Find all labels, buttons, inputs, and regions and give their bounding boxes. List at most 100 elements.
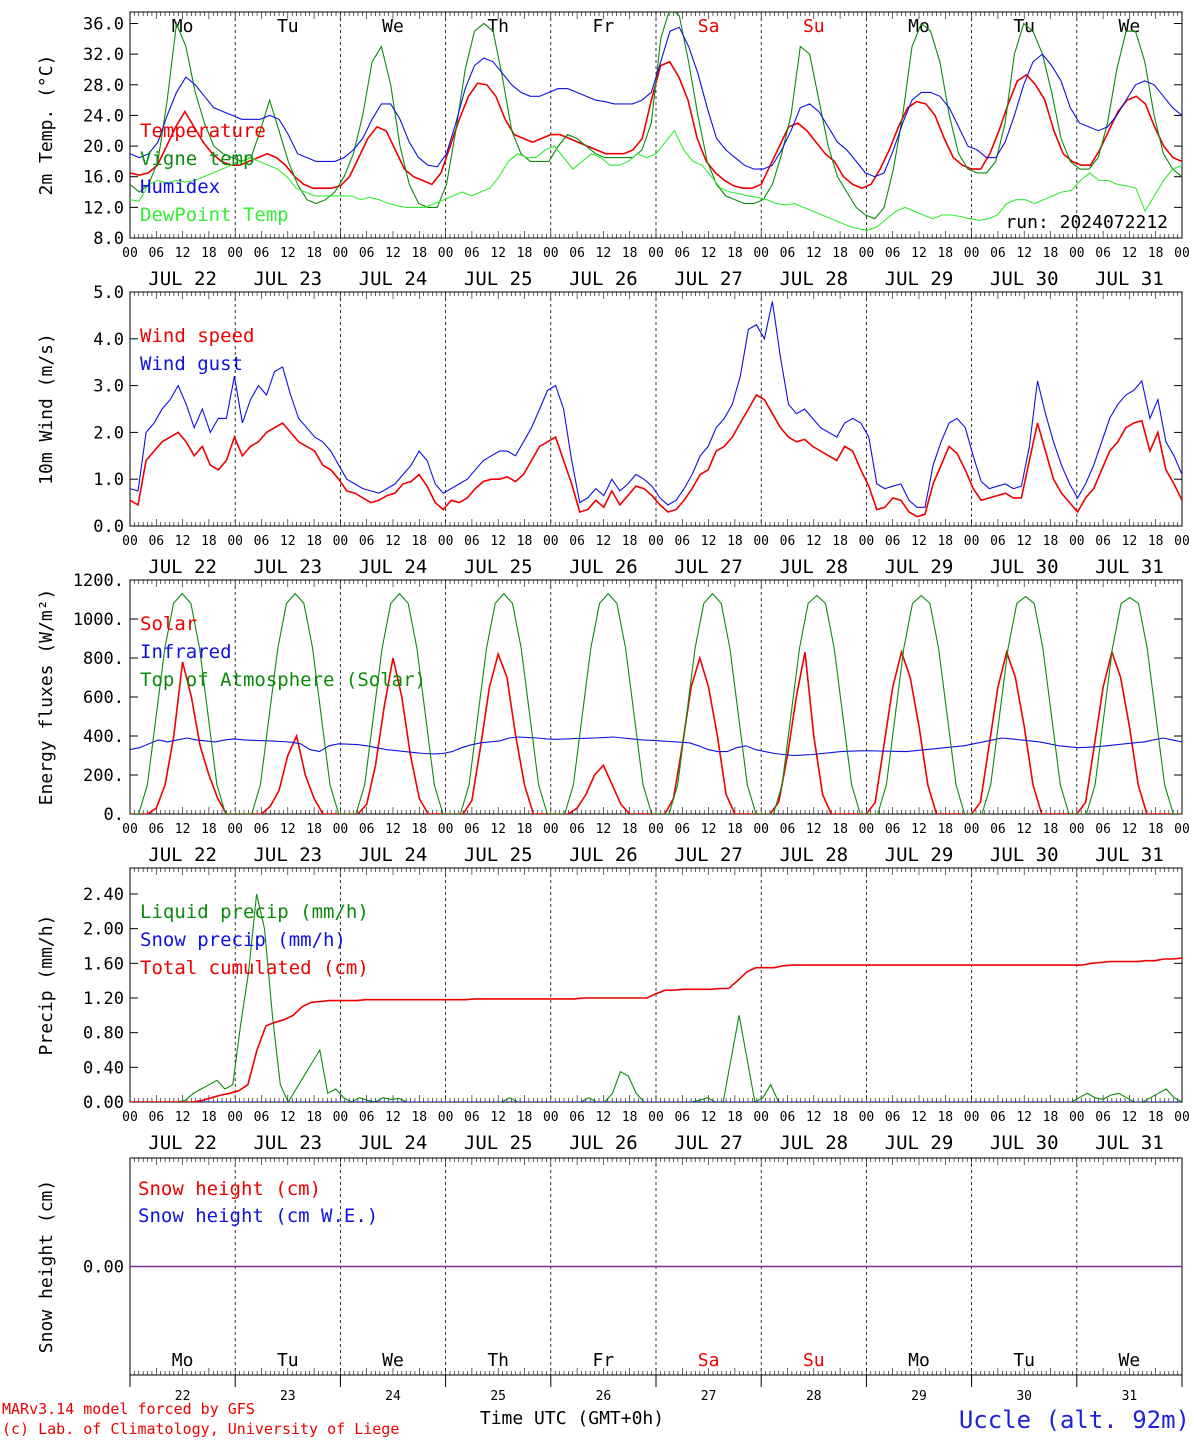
y-tick-label: 12.0 (83, 198, 124, 218)
hour-label: 18 (832, 1110, 848, 1125)
hour-label: 06 (569, 1110, 585, 1125)
hour-label: 00 (753, 534, 769, 549)
hour-label: 00 (543, 534, 559, 549)
legend-entry: Infrared (140, 641, 232, 663)
hour-label: 00 (333, 822, 349, 837)
legend-entry: Humidex (140, 176, 220, 198)
y-tick-label: 1.20 (83, 989, 124, 1009)
hour-label: 00 (438, 534, 454, 549)
hour-label: 18 (832, 246, 848, 261)
weekday-label: Tu (277, 16, 299, 37)
y-tick-label: 1000. (73, 610, 124, 630)
hour-label: 12 (701, 246, 717, 261)
day-number-label: 31 (1122, 1389, 1138, 1404)
hour-label: 06 (990, 246, 1006, 261)
hour-label: 18 (622, 246, 638, 261)
y-tick-label: 0.00 (83, 1258, 124, 1278)
hour-label: 18 (306, 534, 322, 549)
date-label: JUL 23 (253, 1132, 322, 1154)
hour-label: 12 (175, 246, 191, 261)
weekday-label: Sa (698, 16, 720, 37)
y-tick-label: 8.0 (93, 229, 124, 249)
hour-label: 06 (780, 246, 796, 261)
hour-label: 18 (1148, 822, 1164, 837)
hour-label: 00 (753, 822, 769, 837)
day-number-label: 23 (280, 1389, 296, 1404)
date-label: JUL 28 (779, 1132, 848, 1154)
series-line-blue (130, 736, 1182, 757)
date-label: JUL 28 (779, 844, 848, 866)
hour-label: 00 (648, 246, 664, 261)
panel-5: 0.00 Snow height (cm) Mo Tu We Th Fr Sa Su Mo Tu We… (36, 1157, 1183, 1404)
y-tick-label: 2.00 (83, 920, 124, 940)
y-tick-label: 0. (104, 805, 124, 825)
hour-label: 00 (438, 822, 454, 837)
hour-label: 18 (201, 534, 217, 549)
legend-entry: Solar (140, 613, 197, 635)
hour-label: 06 (569, 534, 585, 549)
date-label: JUL 26 (569, 268, 638, 290)
hour-label: 12 (911, 1110, 927, 1125)
hour-label: 12 (1122, 246, 1138, 261)
date-label: JUL 30 (990, 844, 1059, 866)
hour-label: 00 (543, 822, 559, 837)
hour-label: 00 (859, 246, 875, 261)
y-tick-label: 0.40 (83, 1058, 124, 1078)
legend-entry: DewPoint Temp (140, 204, 289, 226)
hour-label: 12 (806, 1110, 822, 1125)
hour-label: 00 (859, 534, 875, 549)
series-line-green (130, 592, 1182, 814)
hour-label: 06 (1095, 246, 1111, 261)
weekday-label: Tu (1013, 1350, 1035, 1371)
hour-label: 00 (964, 246, 980, 261)
hour-label: 00 (648, 534, 664, 549)
legend-entry: Liquid precip (mm/h) (140, 901, 369, 923)
hour-label: 00 (1069, 534, 1085, 549)
hour-label: 18 (306, 822, 322, 837)
weekday-label: Tu (1013, 16, 1035, 37)
y-tick-label: 32.0 (83, 45, 124, 65)
hour-label: 18 (201, 1110, 217, 1125)
date-label: JUL 27 (674, 844, 743, 866)
hour-label: 06 (464, 534, 480, 549)
day-number-label: 28 (806, 1389, 822, 1404)
hour-label: 06 (885, 246, 901, 261)
hour-label: 00 (438, 1110, 454, 1125)
hour-label: 12 (280, 822, 296, 837)
hour-label: 12 (490, 246, 506, 261)
hour-label: 06 (1095, 822, 1111, 837)
weekday-label: Th (487, 1350, 509, 1371)
run-label: run: 2024072212 (1005, 212, 1168, 233)
series-line-red (130, 957, 1182, 1102)
hour-label: 06 (148, 822, 164, 837)
hour-label: 06 (885, 534, 901, 549)
hour-label: 18 (411, 534, 427, 549)
date-label: JUL 30 (990, 556, 1059, 578)
hour-label: 18 (622, 534, 638, 549)
y-axis-label: 2m Temp. (°C) (36, 55, 57, 196)
hour-label: 00 (333, 246, 349, 261)
hour-label: 12 (280, 534, 296, 549)
hour-label: 12 (175, 822, 191, 837)
weekday-label: Mo (908, 1350, 930, 1371)
model-credit: MARv3.14 model forced by GFS (2, 1400, 255, 1418)
hour-label: 00 (1069, 246, 1085, 261)
legend-entry: Top of Atmosphere (Solar) (140, 669, 426, 691)
hour-label: 06 (674, 246, 690, 261)
hour-label: 18 (937, 1110, 953, 1125)
hour-label: 00 (122, 822, 138, 837)
y-tick-label: 16.0 (83, 168, 124, 188)
hour-label: 18 (832, 534, 848, 549)
weekday-label: Th (487, 16, 509, 37)
day-number-label: 30 (1016, 1389, 1032, 1404)
y-tick-label: 400. (83, 727, 124, 747)
date-label: JUL 26 (569, 844, 638, 866)
hour-label: 00 (1174, 1110, 1190, 1125)
hour-label: 18 (727, 1110, 743, 1125)
date-label: JUL 31 (1095, 556, 1164, 578)
hour-label: 18 (411, 246, 427, 261)
y-tick-label: 1200. (73, 571, 124, 591)
weekday-label: We (1119, 1350, 1141, 1371)
panel-2: 0.0 1.0 2.0 3.0 4.0 5.0 10m Wind (m/s) 00 06 12 18… (36, 283, 1190, 578)
